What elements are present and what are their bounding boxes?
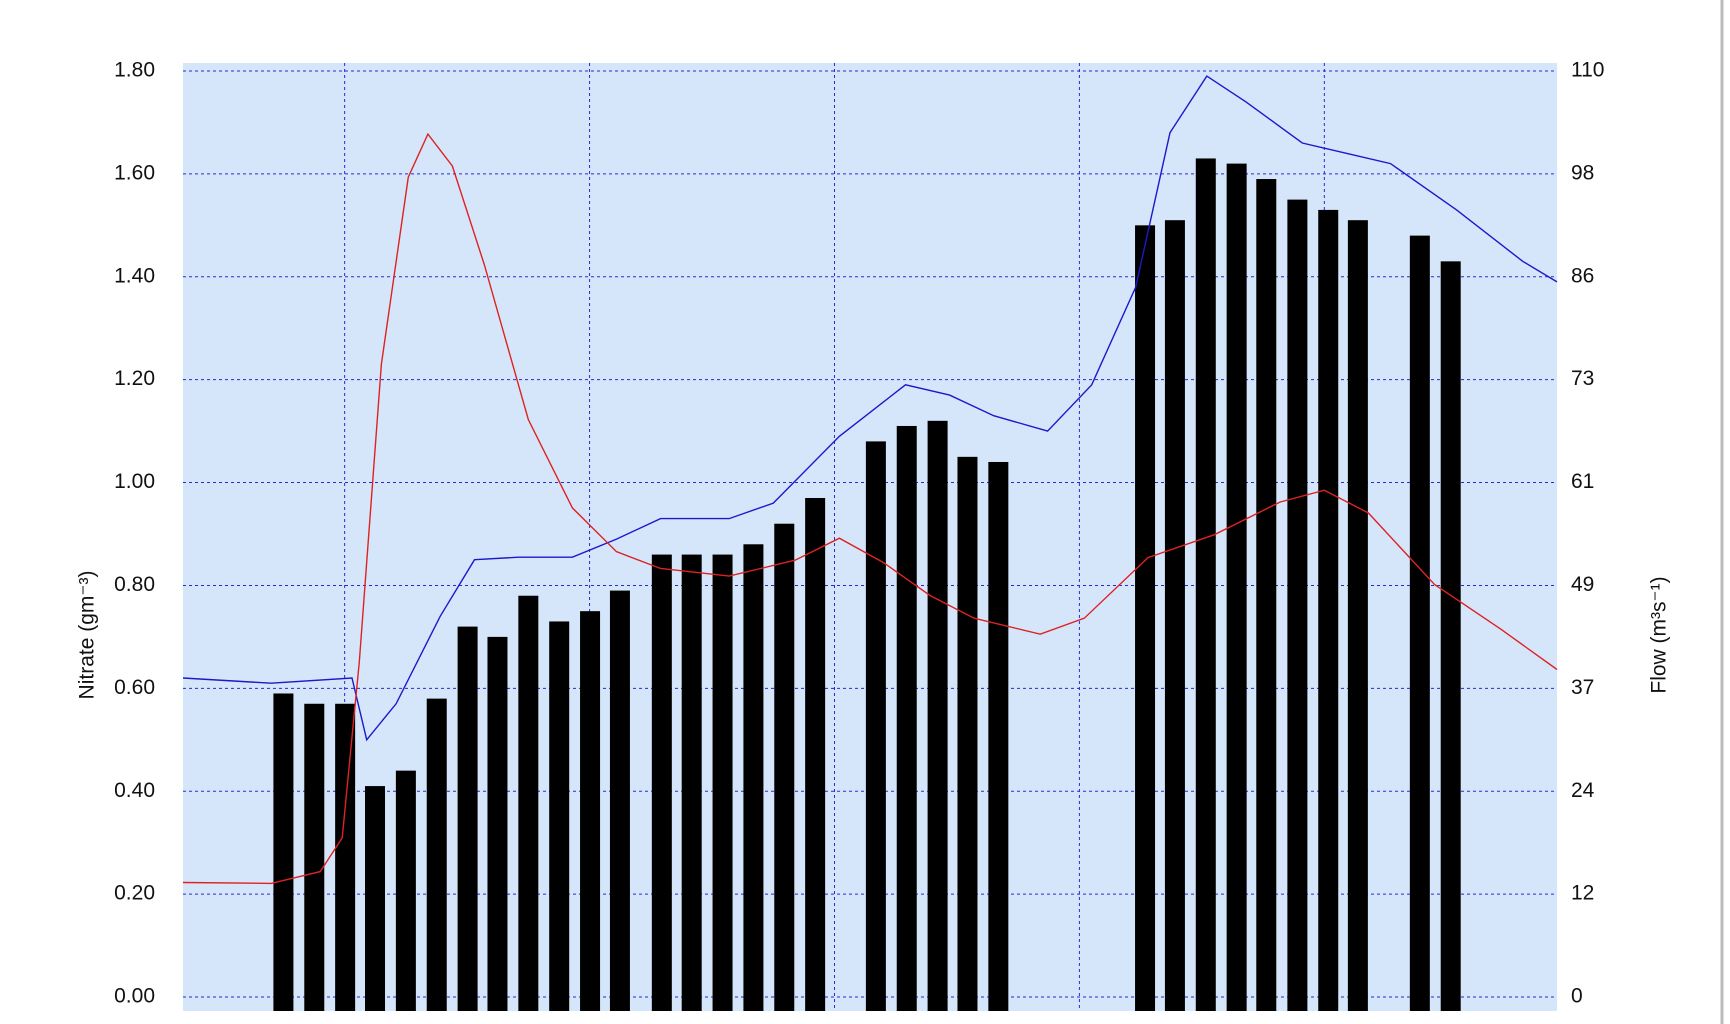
bar — [1135, 225, 1156, 1012]
y2-axis-title: Flow (m³s⁻¹) — [1648, 576, 1671, 693]
line — [182, 75, 1558, 742]
bar — [896, 425, 917, 1011]
bar — [365, 786, 386, 1011]
y-tick-label: 0.00 — [114, 985, 155, 1008]
y-axis-title: Nitrate (gm⁻³) — [76, 571, 99, 700]
y2-tick-label: 37 — [1571, 676, 1594, 699]
bar — [549, 621, 570, 1011]
bar — [1440, 261, 1461, 1011]
bar — [743, 544, 764, 1011]
bar — [335, 703, 356, 1011]
y-tick-label: 1.60 — [114, 161, 155, 184]
bar — [304, 703, 325, 1011]
y2-tick-label: 110 — [1571, 59, 1604, 82]
y2-tick-label: 12 — [1571, 882, 1594, 905]
bar — [1226, 163, 1247, 1012]
y2-tick-label: 61 — [1571, 470, 1594, 493]
bar — [1195, 158, 1216, 1011]
bar — [988, 461, 1009, 1011]
y-tick-label: 1.80 — [114, 59, 155, 82]
y-tick-label: 0.20 — [114, 882, 155, 905]
bar — [426, 698, 447, 1011]
y-tick-label: 1.40 — [114, 264, 155, 287]
bar — [957, 456, 978, 1011]
y-tick-label: 0.40 — [114, 779, 155, 802]
bar — [1409, 235, 1430, 1012]
bar — [1287, 199, 1308, 1012]
bar — [1256, 179, 1277, 1012]
line — [182, 132, 1558, 885]
y-tick-label: 0.60 — [114, 676, 155, 699]
bar — [1347, 220, 1368, 1011]
y2-tick-label: 86 — [1571, 264, 1594, 287]
bar — [395, 770, 416, 1011]
bar — [457, 626, 478, 1011]
bar — [580, 611, 601, 1011]
bar — [487, 636, 508, 1011]
bar — [1318, 209, 1339, 1011]
marks — [182, 75, 1558, 1012]
bar — [805, 497, 826, 1011]
bar — [651, 554, 672, 1011]
bar — [273, 693, 294, 1011]
y-tick-label: 0.80 — [114, 573, 155, 596]
y2-tick-label: 73 — [1571, 367, 1594, 390]
bar — [518, 595, 539, 1011]
y2-tick-label: 0 — [1571, 985, 1583, 1008]
bar — [712, 554, 733, 1011]
bar — [865, 441, 886, 1011]
y2-tick-label: 24 — [1571, 779, 1595, 802]
y2-tick-label: 98 — [1571, 161, 1594, 184]
bar — [681, 554, 702, 1011]
bar — [1164, 220, 1185, 1011]
y-tick-label: 1.00 — [114, 470, 155, 493]
bar — [774, 523, 795, 1011]
y2-tick-label: 49 — [1571, 573, 1594, 596]
bar — [927, 420, 948, 1011]
y-tick-label: 1.20 — [114, 367, 155, 390]
bar — [609, 590, 630, 1011]
